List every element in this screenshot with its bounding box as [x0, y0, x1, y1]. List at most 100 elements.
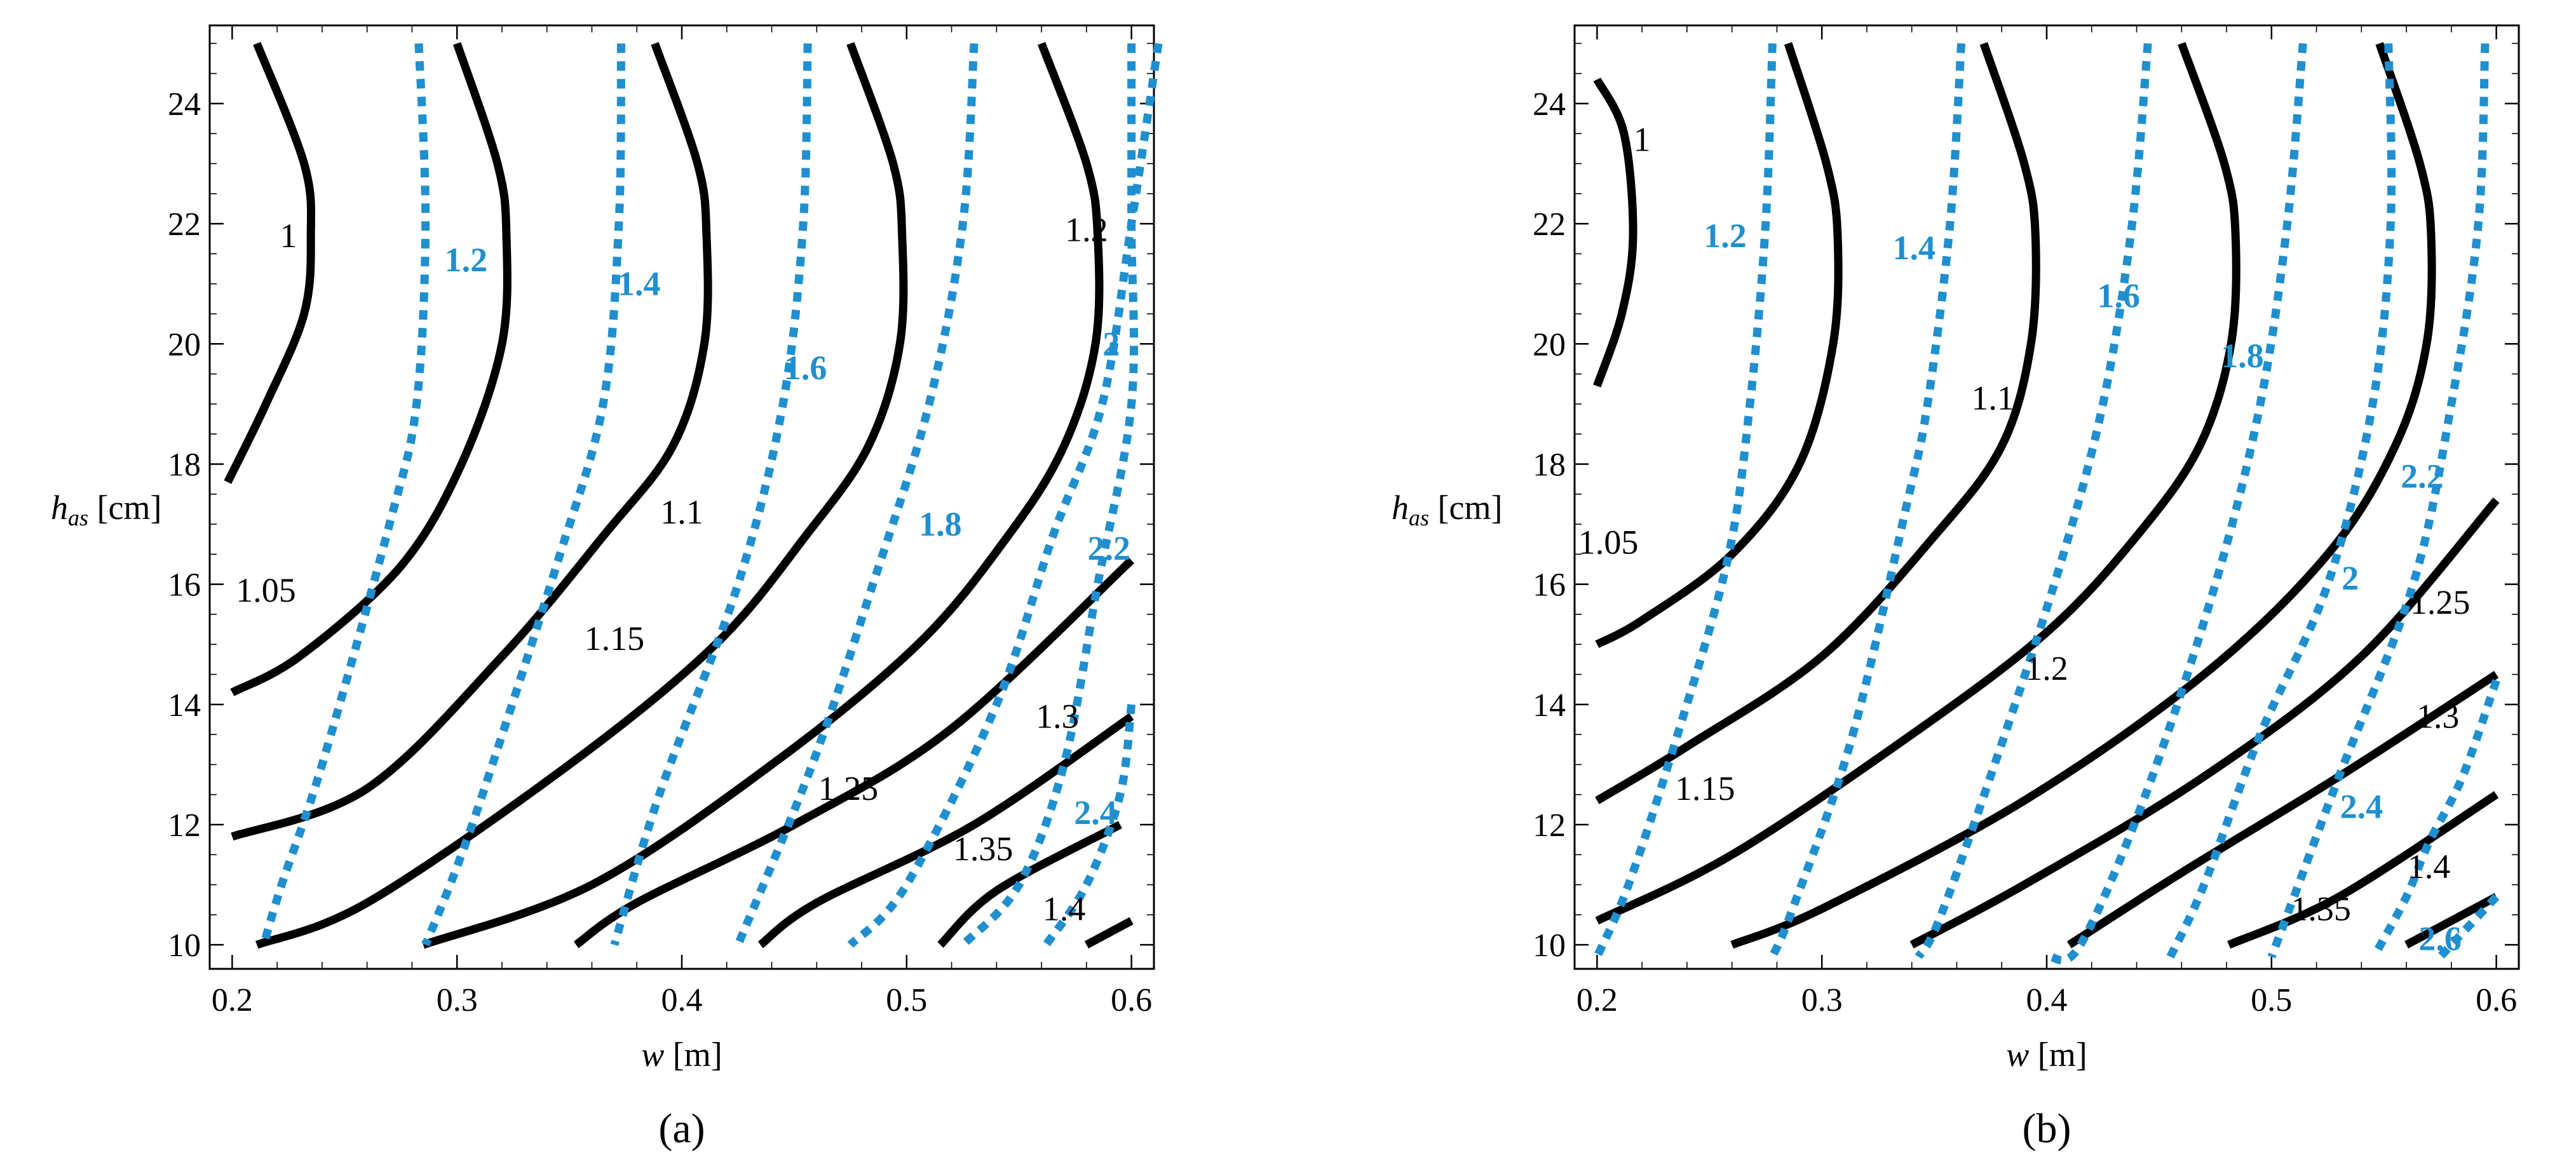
solid-contour-1.15	[255, 42, 908, 949]
x-tick-label: 0.4	[2026, 982, 2068, 1018]
solid-contour-label: 1	[1634, 121, 1651, 159]
solid-contour-label: 1.35	[2291, 889, 2351, 928]
y-tick-label: 14	[168, 687, 201, 724]
solid-contour-1.25	[573, 557, 1135, 949]
solid-contour-1.1	[1595, 42, 2040, 804]
solid-contour-1.05	[230, 42, 512, 696]
solid-contour-label: 1.25	[2410, 583, 2471, 621]
y-tick-label: 10	[168, 928, 201, 964]
dashed-contour-2.4	[1042, 704, 1136, 947]
dashed-contour-1.2	[259, 43, 430, 947]
x-tick-label: 0.3	[1801, 982, 1843, 1018]
y-tick-label: 18	[1533, 447, 1566, 483]
x-tick-label: 0.5	[2251, 982, 2292, 1018]
solid-contour-1.35	[937, 821, 1122, 948]
y-tick-label: 24	[1533, 86, 1566, 123]
solid-contour-1.25	[1909, 497, 2500, 949]
dashed-contour-label: 1.6	[784, 349, 827, 387]
dashed-contour-1.8	[2047, 43, 2307, 964]
y-tick-label: 20	[1533, 327, 1566, 363]
dashed-contour-label: 1.8	[919, 505, 962, 543]
y-axis-sub-a: as	[68, 505, 88, 530]
solid-contour-label: 1.4	[2408, 848, 2451, 886]
plot-frame-b	[1573, 24, 2520, 970]
solid-contour-label: 1.15	[585, 619, 645, 658]
x-tick-label: 0.3	[437, 982, 478, 1018]
contour-labels-b: 1 1.05 1.1 1.15 1.2 1.25 1.3 1.35 1.4 1.2 1.4 1.6 1.…	[1578, 121, 2471, 958]
panel-a: 0.2 0.3 0.4 0.5 0.6 10 12 14 16 18 20 22 24 1 1.05 1.1…	[51, 24, 1163, 1152]
panel-label-a: (a)	[658, 1105, 705, 1152]
y-axis-var-b: h	[1392, 489, 1409, 527]
solid-contour-1.15	[1595, 42, 2240, 925]
solid-contour-label: 1.2	[2025, 649, 2068, 687]
dashed-contours-b	[1593, 43, 2500, 964]
dashed-contour-label: 2.6	[2418, 920, 2462, 958]
dashed-contour-label: 2	[2342, 559, 2359, 597]
y-axis-unit-b: [cm]	[1429, 489, 1502, 527]
solid-contour-1.3	[757, 713, 1134, 949]
y-tick-label: 22	[168, 206, 201, 243]
solid-contours-a	[224, 42, 1135, 949]
solid-contour-label: 1.1	[660, 493, 703, 531]
dashed-contours-a	[259, 43, 1163, 948]
solid-contours-b	[1593, 42, 2500, 949]
y-tick-label: 16	[1533, 567, 1566, 604]
y-axis-label-a: has [cm]	[51, 489, 161, 530]
dashed-contour-label: 1.2	[445, 241, 488, 279]
solid-contour-1.05	[1595, 42, 1843, 648]
x-tick-label: 0.2	[1576, 982, 1618, 1018]
y-axis-label-b: has [cm]	[1392, 489, 1502, 530]
solid-contour-label: 1.05	[236, 571, 296, 609]
x-axis-label-a: w [m]	[641, 1036, 722, 1074]
y-axis-sub-b: as	[1409, 505, 1429, 530]
dashed-contour-1.4	[1768, 43, 1966, 959]
dashed-contour-label: 1.6	[2097, 277, 2140, 315]
x-tick-label: 0.6	[2476, 982, 2517, 1018]
solid-contour-1	[1593, 77, 1637, 388]
y-tick-label: 10	[1533, 928, 1566, 964]
dashed-contour-label: 1.2	[1704, 217, 1747, 255]
solid-contour-1.2	[1730, 42, 2436, 949]
dashed-contour-1.4	[421, 43, 625, 947]
solid-contour-label: 1.4	[1043, 889, 1086, 928]
y-tick-label: 14	[1533, 687, 1566, 724]
panel-label-b: (b)	[2023, 1105, 2071, 1152]
x-axis-var-b: w	[2006, 1036, 2029, 1074]
solid-contour-1	[224, 42, 316, 484]
x-axis-label-b: w [m]	[2006, 1036, 2087, 1074]
dashed-contour-label: 2.4	[2340, 788, 2383, 826]
dashed-contour-label: 1.4	[618, 265, 661, 303]
contour-labels-a: 1 1.05 1.1 1.15 1.2 1.25 1.3 1.35 1.4 1.2 1.4 1.6 1.…	[236, 211, 1130, 928]
panel-b: 0.2 0.3 0.4 0.5 0.6 10 12 14 16 18 20 22 24 1 1.05 1.1…	[1392, 24, 2520, 1152]
dashed-contour-1.6	[1915, 43, 2152, 959]
y-axis-unit-a: [cm]	[88, 489, 161, 527]
dashed-contour-label: 2	[1102, 325, 1120, 363]
x-tick-label: 0.4	[661, 982, 703, 1018]
y-tick-label: 24	[168, 86, 201, 123]
solid-contour-label: 1	[280, 217, 297, 255]
x-tick-label: 0.6	[1111, 982, 1152, 1018]
y-tick-label: 12	[1533, 807, 1566, 844]
y-tick-label: 20	[168, 327, 201, 363]
x-axis-var-a: w	[641, 1036, 664, 1074]
solid-contour-label: 1.15	[1675, 769, 1735, 807]
solid-contour-1.4	[1084, 917, 1134, 949]
dashed-contour-1.2	[1593, 43, 1777, 959]
y-tick-label: 18	[168, 447, 201, 483]
y-tick-label: 22	[1533, 206, 1566, 243]
solid-contour-label: 1.25	[818, 769, 879, 807]
solid-contour-1.1	[231, 42, 712, 841]
solid-contour-label: 1.35	[953, 830, 1013, 868]
dashed-contour-2	[2166, 43, 2396, 959]
solid-contour-label: 1.1	[1971, 379, 2014, 417]
dashed-contour-label: 1.8	[2221, 337, 2264, 375]
y-axis-var-a: h	[51, 489, 68, 527]
solid-contour-1.2	[421, 42, 1104, 949]
solid-contour-label: 1.3	[2417, 698, 2460, 736]
dashed-contour-label: 2.2	[1087, 529, 1130, 567]
x-axis-unit-b: [m]	[2029, 1036, 2087, 1074]
dashed-contour-2.4	[2373, 679, 2500, 953]
dashed-contour-label: 1.4	[1893, 229, 1936, 267]
